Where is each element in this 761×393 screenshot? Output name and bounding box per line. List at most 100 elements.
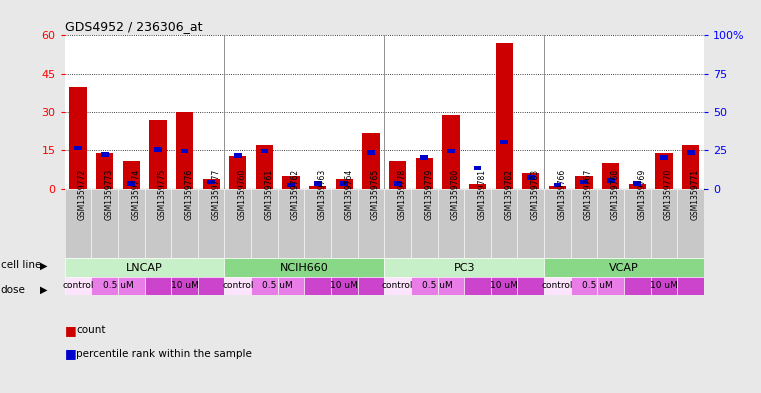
Bar (544, 259, 704, 277)
Text: 10 uM: 10 uM (170, 281, 199, 290)
Text: GSM1359771: GSM1359771 (690, 169, 699, 220)
Text: ▶: ▶ (40, 260, 47, 270)
Text: GSM1359776: GSM1359776 (184, 169, 193, 220)
Bar (331, 189, 358, 259)
Bar (91, 189, 118, 259)
Text: control: control (382, 281, 413, 290)
Bar (682, 145, 699, 189)
Bar (224, 259, 384, 277)
Text: PC3: PC3 (454, 263, 475, 273)
Text: LNCAP: LNCAP (126, 263, 163, 273)
Bar (686, 151, 695, 155)
Text: GSM1359778: GSM1359778 (397, 169, 406, 220)
Text: 0.5 uM: 0.5 uM (422, 281, 453, 290)
Bar (198, 189, 224, 259)
Bar (495, 43, 513, 189)
Bar (154, 147, 162, 152)
Text: 0.5 uM: 0.5 uM (263, 281, 293, 290)
Bar (597, 277, 624, 295)
Bar (149, 120, 167, 189)
Bar (597, 189, 624, 259)
Bar (571, 277, 597, 295)
Bar (491, 277, 517, 295)
Bar (411, 277, 438, 295)
Bar (416, 158, 433, 189)
Bar (362, 132, 380, 189)
Bar (633, 181, 642, 186)
Bar (447, 149, 455, 154)
Bar (123, 161, 140, 189)
Text: GDS4952 / 236306_at: GDS4952 / 236306_at (65, 20, 202, 33)
Text: GSM1359760: GSM1359760 (237, 169, 247, 220)
Text: GSM1359772: GSM1359772 (78, 169, 87, 220)
Bar (91, 277, 118, 295)
Text: cell line: cell line (1, 260, 41, 270)
Bar (287, 183, 295, 187)
Bar (74, 146, 82, 151)
Bar (571, 189, 597, 259)
Bar (517, 277, 544, 295)
Bar (358, 277, 384, 295)
Bar (127, 181, 135, 186)
Bar (384, 259, 544, 277)
Bar (549, 186, 566, 189)
Bar (438, 189, 464, 259)
Bar (304, 189, 331, 259)
Bar (278, 189, 304, 259)
Text: ■: ■ (65, 323, 76, 337)
Bar (118, 277, 145, 295)
Bar (677, 189, 704, 259)
Text: GSM1359777: GSM1359777 (211, 169, 220, 220)
Bar (469, 184, 486, 189)
Bar (438, 277, 464, 295)
Text: GSM1359779: GSM1359779 (425, 169, 433, 220)
Bar (145, 189, 171, 259)
Bar (340, 181, 349, 186)
Bar (145, 277, 171, 295)
Text: GSM1359763: GSM1359763 (318, 169, 326, 220)
Text: NCIH660: NCIH660 (280, 263, 329, 273)
Bar (256, 145, 273, 189)
Bar (553, 183, 562, 187)
Text: count: count (76, 325, 106, 335)
Bar (198, 277, 224, 295)
Text: ■: ■ (65, 347, 76, 360)
Bar (176, 112, 193, 189)
Bar (651, 189, 677, 259)
Bar (384, 189, 411, 259)
Bar (580, 180, 588, 184)
Bar (517, 189, 544, 259)
Bar (278, 277, 304, 295)
Bar (260, 149, 269, 154)
Bar (224, 277, 251, 295)
Bar (527, 175, 535, 180)
Bar (442, 115, 460, 189)
Text: control: control (542, 281, 573, 290)
Bar (171, 189, 198, 259)
Bar (464, 189, 491, 259)
Text: GSM1359764: GSM1359764 (344, 169, 353, 220)
Bar (411, 189, 438, 259)
Bar (473, 166, 482, 170)
Text: GSM1359765: GSM1359765 (371, 169, 380, 220)
Text: 10 uM: 10 uM (490, 281, 518, 290)
Bar (282, 176, 300, 189)
Bar (384, 277, 411, 295)
Bar (251, 277, 278, 295)
Bar (234, 154, 242, 158)
Bar (358, 189, 384, 259)
Text: VCAP: VCAP (609, 263, 639, 273)
Bar (629, 184, 646, 189)
Bar (544, 189, 571, 259)
Bar (118, 189, 145, 259)
Text: GSM1359768: GSM1359768 (610, 169, 619, 220)
Text: percentile rank within the sample: percentile rank within the sample (76, 349, 252, 359)
Bar (624, 277, 651, 295)
Text: ▶: ▶ (40, 285, 47, 295)
Bar (304, 277, 331, 295)
Text: control: control (222, 281, 253, 290)
Bar (171, 277, 198, 295)
Bar (100, 152, 109, 156)
Bar (180, 149, 189, 154)
Bar (309, 186, 326, 189)
